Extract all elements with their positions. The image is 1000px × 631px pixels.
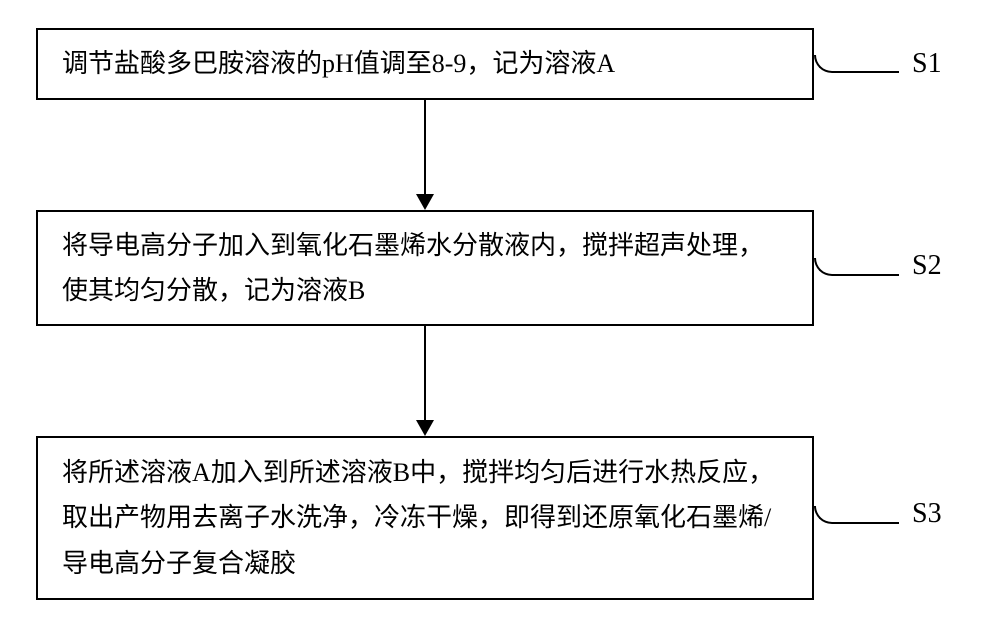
step-box-s2: 将导电高分子加入到氧化石墨烯水分散液内，搅拌超声处理，使其均匀分散，记为溶液B xyxy=(36,210,814,326)
step-label-s1: S1 xyxy=(912,48,942,80)
step-text-s2: 将导电高分子加入到氧化石墨烯水分散液内，搅拌超声处理，使其均匀分散，记为溶液B xyxy=(62,223,788,314)
arrow-line-1 xyxy=(424,100,426,194)
step-box-s3: 将所述溶液A加入到所述溶液B中，搅拌均匀后进行水热反应，取出产物用去离子水洗净，… xyxy=(36,436,814,600)
arrow-line-2 xyxy=(424,326,426,420)
step-text-s1: 调节盐酸多巴胺溶液的pH值调至8-9，记为溶液A xyxy=(62,41,788,87)
step-text-s3: 将所述溶液A加入到所述溶液B中，搅拌均匀后进行水热反应，取出产物用去离子水洗净，… xyxy=(62,450,788,587)
flowchart-canvas: 调节盐酸多巴胺溶液的pH值调至8-9，记为溶液A S1 将导电高分子加入到氧化石… xyxy=(0,0,1000,631)
step-label-s3: S3 xyxy=(912,498,942,530)
arrow-head-2 xyxy=(416,420,434,436)
label-connector-s3 xyxy=(814,506,899,524)
arrow-head-1 xyxy=(416,194,434,210)
label-connector-s2 xyxy=(814,258,899,276)
step-box-s1: 调节盐酸多巴胺溶液的pH值调至8-9，记为溶液A xyxy=(36,28,814,100)
step-label-s2: S2 xyxy=(912,250,942,282)
label-connector-s1 xyxy=(814,55,899,73)
